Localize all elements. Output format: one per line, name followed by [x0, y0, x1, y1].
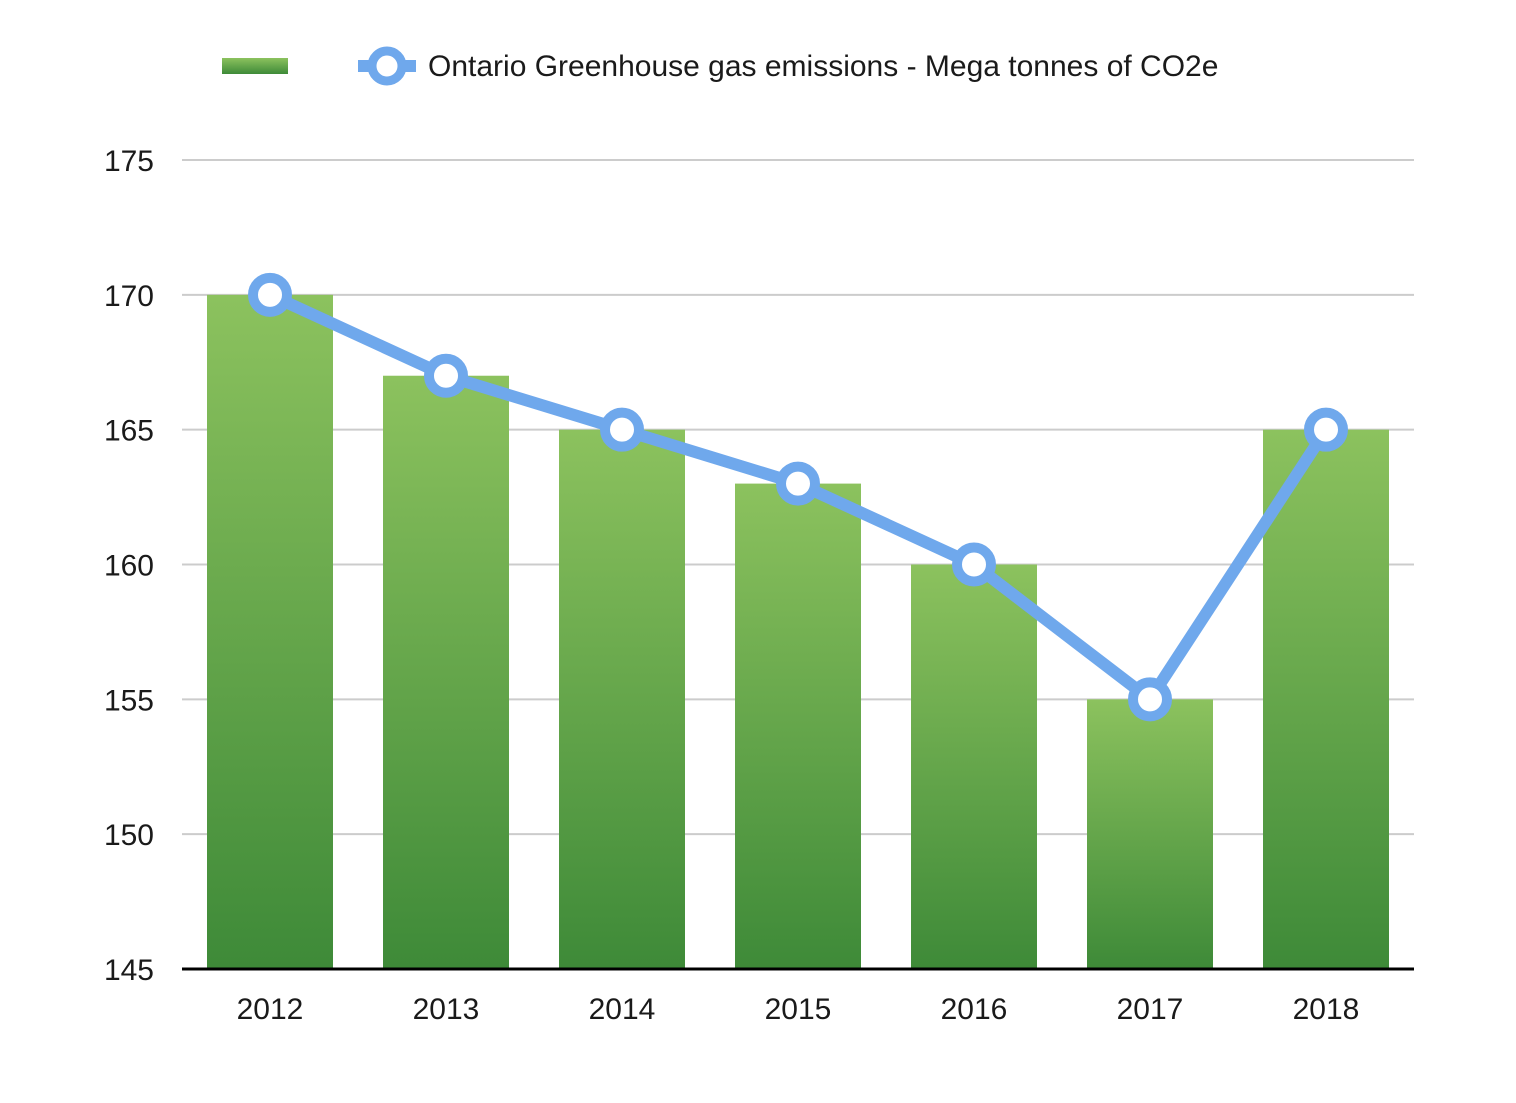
bar-2015 [735, 483, 861, 969]
x-tick-label: 2013 [413, 993, 480, 1026]
x-tick-label: 2018 [1293, 993, 1360, 1026]
line-marker-2013 [424, 353, 468, 398]
bar-2017 [1087, 699, 1213, 969]
y-tick-label: 165 [104, 415, 154, 448]
line-marker-2016 [952, 542, 996, 587]
legend-swatch-marker [367, 46, 407, 86]
legend: Ontario Greenhouse gas emissions - Mega … [222, 46, 1218, 86]
y-tick-label: 150 [104, 819, 154, 852]
line-markers [248, 272, 1348, 722]
x-tick-label: 2012 [237, 993, 304, 1026]
x-tick-label: 2017 [1117, 993, 1184, 1026]
bar-2016 [911, 564, 1037, 969]
bar-2013 [383, 375, 509, 969]
line-marker-2014 [600, 407, 644, 452]
x-tick-label: 2016 [941, 993, 1008, 1026]
y-tick-label: 145 [104, 954, 154, 987]
y-tick-label: 155 [104, 684, 154, 717]
legend-label-line-series: Ontario Greenhouse gas emissions - Mega … [428, 50, 1218, 83]
line-marker-2012 [248, 272, 292, 317]
y-tick-label: 170 [104, 280, 154, 313]
bar-2018 [1263, 429, 1389, 970]
bars [207, 294, 1389, 970]
bar-2014 [559, 429, 685, 970]
y-tick-labels: 145 150 155 160 165 170 175 [104, 145, 154, 987]
line-marker-2017 [1128, 677, 1172, 722]
bar-2012 [207, 294, 333, 969]
y-tick-label: 160 [104, 550, 154, 583]
x-tick-label: 2015 [765, 993, 832, 1026]
x-tick-label: 2014 [589, 993, 656, 1026]
legend-swatch-bar [222, 58, 288, 74]
line-marker-2018 [1304, 407, 1348, 452]
x-tick-labels: 2012 2013 2014 2015 2016 2017 2018 [237, 993, 1360, 1026]
line-marker-2015 [776, 461, 820, 506]
y-tick-label: 175 [104, 145, 154, 178]
